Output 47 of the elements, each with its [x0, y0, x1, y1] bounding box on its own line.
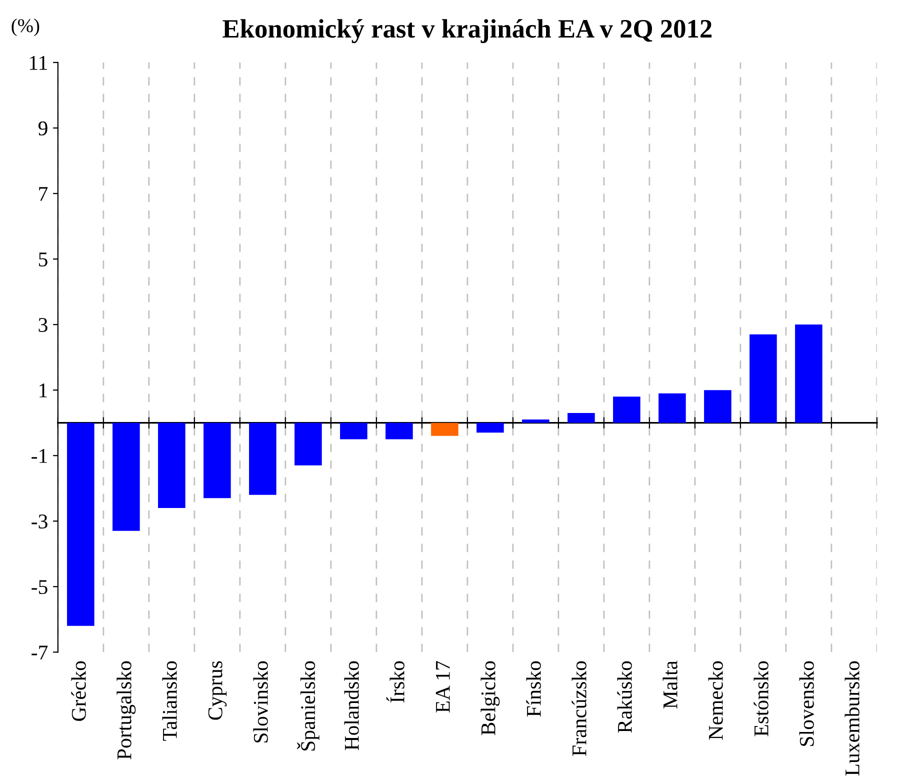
bar	[522, 420, 550, 423]
bar	[431, 422, 458, 436]
x-tick-label: Luxembursko	[844, 661, 860, 776]
bar	[658, 393, 686, 423]
bar	[613, 396, 640, 423]
bar	[294, 422, 322, 466]
x-tick-label: Írsko	[386, 661, 404, 703]
x-tick-label: Rakúsko	[617, 661, 632, 733]
x-tick-label: Taliansko	[162, 661, 177, 741]
chart-title: Ekonomický rast v krajinách EA v 2Q 2012	[222, 19, 712, 44]
bar	[340, 422, 368, 440]
bar	[67, 422, 94, 626]
x-tick-label: Grécko	[71, 661, 86, 721]
x-tick-label: Španielsko	[297, 661, 320, 751]
bar	[704, 390, 732, 423]
y-tick-label: -7	[32, 646, 48, 660]
bar	[158, 422, 186, 508]
x-tick-label: Fínsko	[526, 661, 541, 717]
bar	[750, 334, 777, 423]
y-tick-label: -5	[32, 580, 48, 594]
y-tick-label: -3	[32, 514, 48, 529]
x-tick-label: Holandsko	[344, 661, 359, 750]
y-tick-label: 9	[38, 121, 48, 136]
y-tick-label: 3	[38, 318, 48, 332]
x-tick-label: Nemecko	[708, 661, 723, 740]
bar	[476, 422, 504, 433]
y-tick-label: -1	[32, 449, 47, 463]
x-tick-label: Slovinsko	[253, 661, 268, 742]
y-tick-label: 5	[38, 252, 48, 266]
bar	[795, 324, 822, 423]
bar	[249, 422, 276, 495]
bar	[568, 412, 595, 423]
bar	[204, 422, 231, 498]
y-tick-label: 1	[40, 384, 47, 398]
bar	[386, 422, 413, 440]
x-tick-label: Slovensko	[799, 661, 814, 746]
y-tick-label: 11	[30, 56, 47, 70]
x-tick-label: Francúzsko	[572, 661, 586, 756]
x-tick-label: Cyprus	[208, 661, 227, 720]
y-tick-label: 7	[39, 187, 48, 201]
x-tick-label: Estónsko	[754, 661, 768, 736]
y-axis-title: (%)	[12, 18, 40, 36]
x-tick-label: Portugalsko	[116, 661, 136, 760]
bar	[112, 422, 140, 531]
x-tick-label: EA 17	[436, 661, 450, 713]
x-tick-label: Belgicko	[480, 661, 500, 736]
x-tick-label: Malta	[662, 660, 678, 708]
